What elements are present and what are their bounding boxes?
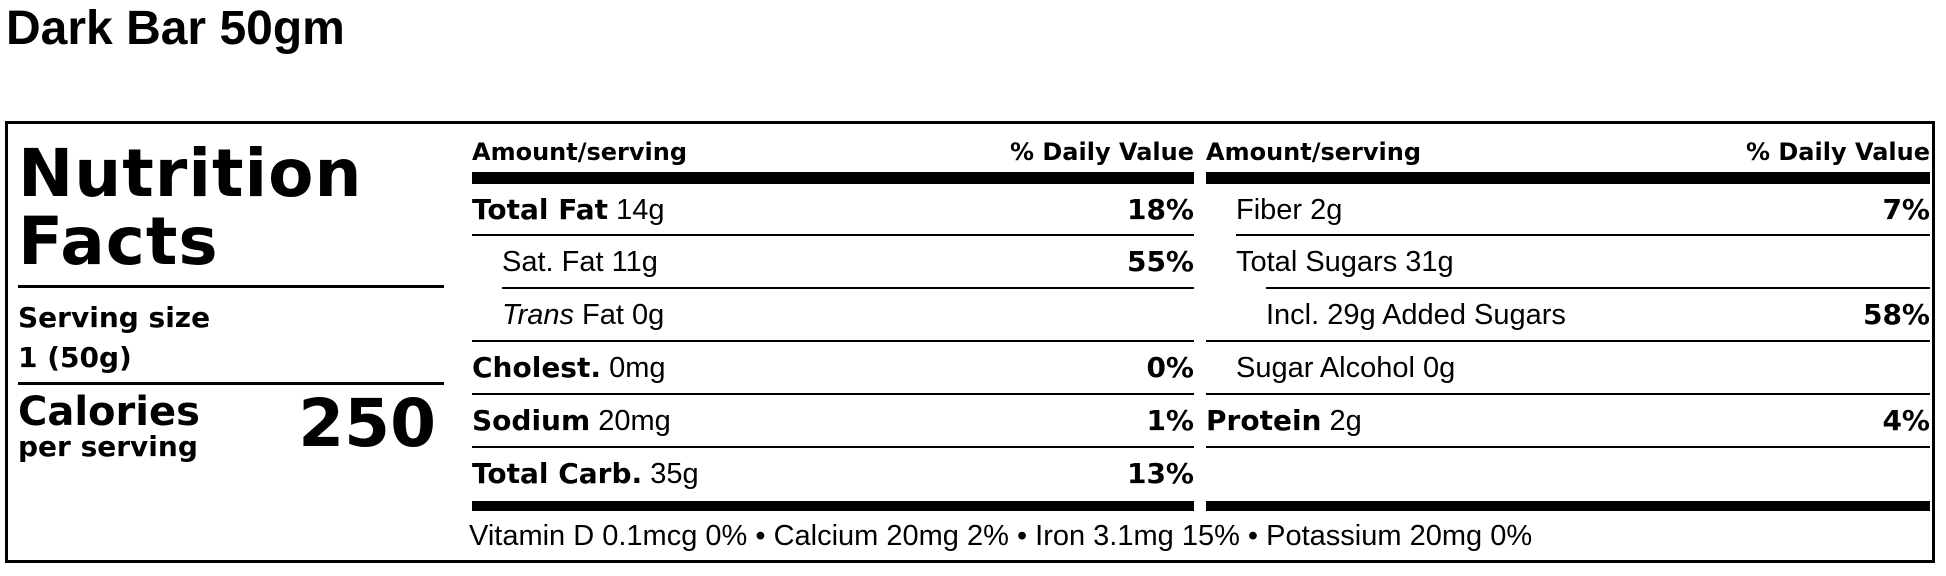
- nutrient-row-added-sugars: Incl. 29g Added Sugars 58%: [1266, 289, 1930, 341]
- nutrient-amount: 35g: [650, 458, 699, 490]
- nutrient-name: Incl. 29g Added Sugars: [1266, 299, 1566, 331]
- nutrient-row-sugar-alcohol: Sugar Alcohol 0g: [1236, 342, 1930, 394]
- nutrient-dv: 7%: [1882, 193, 1930, 226]
- nutrient-name: Fiber: [1236, 194, 1303, 226]
- divider: [1206, 393, 1930, 395]
- nutrient-row-fiber: Fiber 2g 7%: [1236, 184, 1930, 236]
- nutrient-amount: 0mg: [609, 352, 666, 384]
- nutrient-dv: 1%: [1146, 404, 1194, 437]
- divider: [1206, 446, 1930, 448]
- heading-line-2: Facts: [18, 203, 219, 280]
- nutrient-name: Sodium: [472, 404, 591, 437]
- nutrition-facts-heading: Nutrition Facts: [18, 140, 362, 276]
- nutrient-amount: 31g: [1405, 246, 1454, 278]
- nutrient-name: Sat. Fat: [502, 246, 604, 278]
- nutrient-name: Fat: [582, 299, 624, 331]
- nutrient-name-italic: Trans: [502, 299, 574, 331]
- nutrient-row-total-sugars: Total Sugars 31g: [1236, 236, 1930, 288]
- nutrient-amount: 14g: [616, 194, 665, 226]
- heading-line-1: Nutrition: [18, 135, 363, 212]
- thick-divider: [1206, 172, 1930, 184]
- vitamins-minerals-footer: Vitamin D 0.1mcg 0% • Calcium 20mg 2% • …: [469, 520, 1533, 552]
- divider: [1266, 287, 1930, 289]
- nutrient-dv: 18%: [1126, 193, 1194, 226]
- divider: [18, 382, 444, 385]
- nutrient-row-cholesterol: Cholest. 0mg 0%: [472, 342, 1194, 394]
- divider: [1236, 234, 1930, 236]
- nutrient-name: Total Sugars: [1236, 246, 1398, 278]
- nutrient-name: Protein: [1206, 404, 1322, 437]
- nutrient-row-total-carb: Total Carb. 35g 13%: [472, 448, 1194, 500]
- divider: [472, 234, 1194, 236]
- nutrient-row-sodium: Sodium 20mg 1%: [472, 395, 1194, 447]
- nutrient-name: Total Fat: [472, 193, 609, 226]
- serving-size-value: 1 (50g): [18, 341, 132, 374]
- nutrient-dv: 58%: [1862, 298, 1930, 331]
- nutrient-amount: 0g: [1423, 352, 1456, 384]
- divider: [472, 340, 1194, 342]
- serving-size: Serving size 1 (50g): [18, 298, 210, 378]
- nutrient-dv: 4%: [1882, 404, 1930, 437]
- nutrient-row-total-fat: Total Fat 14g 18%: [472, 184, 1194, 236]
- nutrition-facts-label: Nutrition Facts Serving size 1 (50g) Cal…: [5, 121, 1935, 563]
- nutrient-amount: 11g: [611, 246, 658, 278]
- nutrient-row-trans-fat: Trans Fat 0g: [502, 289, 1194, 341]
- divider: [472, 393, 1194, 395]
- nutrient-amount: 20mg: [598, 405, 671, 437]
- serving-size-label: Serving size: [18, 301, 211, 334]
- nutrient-dv: 0%: [1146, 351, 1194, 384]
- nutrient-row-protein: Protein 2g 4%: [1206, 395, 1930, 447]
- nutrient-dv: 55%: [1126, 245, 1194, 278]
- daily-value-header: % Daily Value: [1009, 138, 1194, 166]
- nutrient-amount: 2g: [1329, 405, 1362, 437]
- calories-value: 250: [298, 385, 436, 462]
- nutrient-name: Total Carb.: [472, 457, 643, 490]
- thick-divider: [472, 172, 1194, 184]
- nutrient-dv: 13%: [1126, 457, 1194, 490]
- nutrient-row-sat-fat: Sat. Fat 11g 55%: [502, 236, 1194, 288]
- nutrient-name: Sugar Alcohol: [1236, 352, 1415, 384]
- divider: [18, 285, 444, 288]
- amount-serving-header: Amount/serving: [1206, 138, 1422, 166]
- page-title: Dark Bar 50gm: [6, 2, 345, 55]
- calories-sublabel: per serving: [18, 430, 198, 463]
- thick-divider: [1206, 501, 1930, 511]
- calories-label: Calories: [18, 389, 200, 435]
- thick-divider: [472, 501, 1194, 511]
- divider: [502, 287, 1194, 289]
- nutrient-amount: 2g: [1310, 194, 1343, 226]
- amount-serving-header: Amount/serving: [472, 138, 688, 166]
- nutrient-name: Cholest.: [472, 351, 601, 384]
- nutrient-amount: 0g: [632, 299, 665, 331]
- divider: [1206, 340, 1930, 342]
- divider: [472, 446, 1194, 448]
- daily-value-header: % Daily Value: [1745, 138, 1930, 166]
